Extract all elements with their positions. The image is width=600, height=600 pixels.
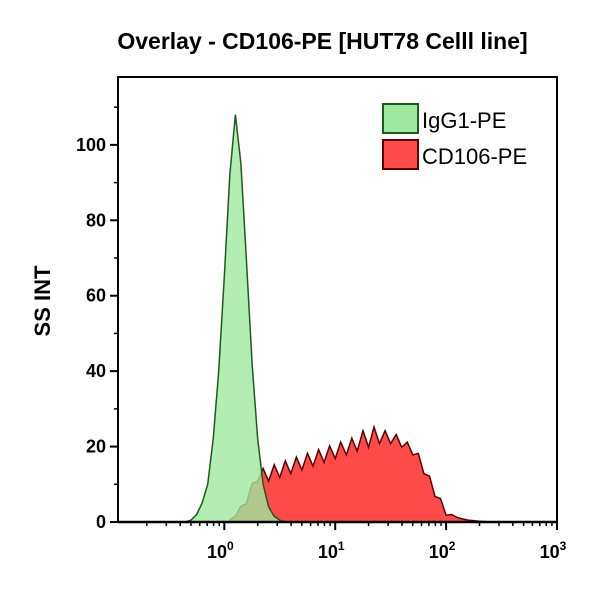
legend-label-igg1-pe: IgG1-PE <box>422 108 506 133</box>
x-tick-label: 101 <box>318 539 345 562</box>
y-tick-label: 40 <box>86 361 106 381</box>
series-cd106-pe-area <box>229 424 491 523</box>
x-tick-label: 103 <box>540 539 567 562</box>
x-tick-base: 10 <box>540 542 560 562</box>
x-tick-label: 100 <box>207 539 234 562</box>
y-tick-label: 80 <box>86 210 106 230</box>
chart-title: Overlay - CD106-PE [HUT78 Celll line] <box>117 28 528 54</box>
legend-label-cd106-pe: CD106-PE <box>422 144 527 169</box>
y-tick-label: 20 <box>86 437 106 457</box>
x-tick-exponent: 0 <box>227 539 234 553</box>
x-tick-label: 102 <box>429 539 456 562</box>
y-tick-label: 60 <box>86 286 106 306</box>
series-layer <box>179 114 491 523</box>
legend-swatch-igg1-pe <box>382 103 419 134</box>
x-tick-exponent: 1 <box>338 539 345 553</box>
y-tick-label: 0 <box>96 512 106 532</box>
legend: IgG1-PE CD106-PE <box>382 103 527 170</box>
x-tick-exponent: 3 <box>560 539 567 553</box>
series-igg1-pe-area <box>179 114 286 523</box>
x-tick-base: 10 <box>429 542 449 562</box>
legend-swatch-cd106-pe <box>382 139 419 170</box>
x-tick-base: 10 <box>318 542 338 562</box>
x-tick-base: 10 <box>207 542 227 562</box>
x-tick-exponent: 2 <box>449 539 456 553</box>
y-tick-label: 100 <box>76 135 106 155</box>
